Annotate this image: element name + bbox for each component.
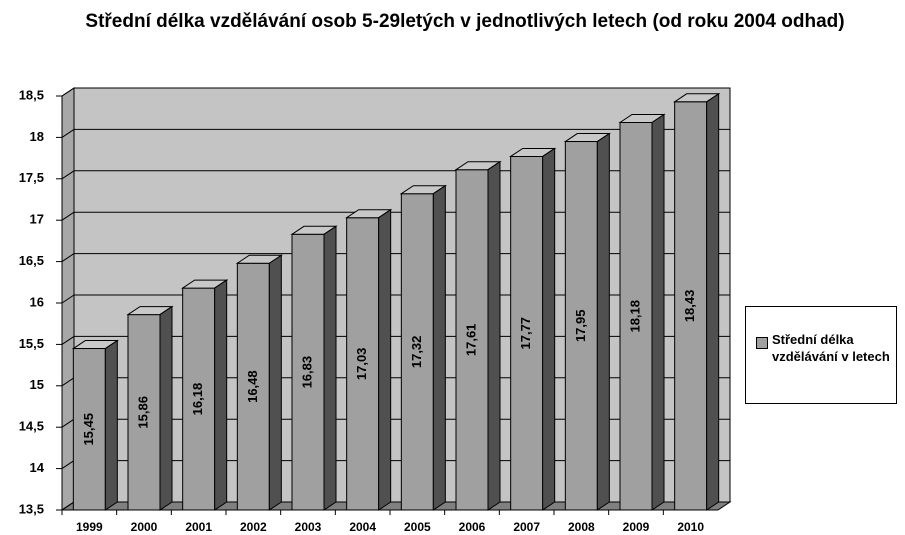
value-label: 17,32 [409,336,424,369]
x-tick-label: 2006 [459,520,486,534]
y-tick-label: 17,5 [19,170,44,185]
y-tick-label: 14 [30,460,45,475]
grid-line [61,460,75,470]
grid-line [61,335,75,345]
bar-side [214,279,228,511]
x-tick-label: 1999 [76,520,103,534]
y-tick-label: 15 [30,377,44,392]
x-tick-label: 2000 [131,520,158,534]
grid-line [61,418,75,428]
value-label: 16,83 [299,356,314,389]
value-label: 17,61 [463,324,478,357]
value-label: 17,77 [518,317,533,350]
bar [236,262,270,511]
value-label: 15,86 [135,396,150,429]
value-label: 18,18 [627,300,642,333]
x-tick-label: 2010 [677,520,704,534]
grid-line [61,128,75,138]
x-tick-label: 2007 [513,520,540,534]
value-label: 18,43 [682,290,697,323]
y-tick-label: 17 [30,212,44,227]
y-tick-label: 14,5 [19,419,44,434]
y-tick-label: 18,5 [19,87,44,102]
x-tick-label: 2004 [349,520,376,534]
legend: Střední délka vzdělávání v letech [745,306,897,404]
bar [182,287,216,511]
grid-line [61,170,75,180]
grid-line [61,253,75,263]
chart-title: Střední délka vzdělávání osob 5-29letých… [85,11,845,32]
x-tick-label: 2008 [568,520,595,534]
x-tick-label: 2009 [623,520,650,534]
y-tick-label: 15,5 [19,336,44,351]
bar [291,233,325,511]
bar-side [378,208,392,511]
bar-side [542,147,556,511]
legend-label: Střední délka vzdělávání v letech [772,332,890,364]
bar-side [596,132,610,511]
bar [674,101,708,511]
bar-side [706,92,720,511]
y-tick-label: 13,5 [19,501,44,516]
value-label: 17,03 [354,348,369,381]
bar-side [104,339,118,511]
x-tick-label: 2003 [295,520,322,534]
value-label: 16,18 [190,383,205,416]
y-tick-label: 18 [30,129,44,144]
x-tick-label: 2002 [240,520,267,534]
x-tick-label: 2001 [185,520,212,534]
value-label: 17,95 [573,309,588,342]
x-tick-label: 2005 [404,520,431,534]
grid-line [61,294,75,304]
value-label: 15,45 [81,413,96,446]
y-tick-label: 16 [30,294,44,309]
bar-side [651,113,665,511]
grid-line [61,377,75,387]
bar [127,314,161,511]
bar [510,155,544,511]
legend-swatch [756,337,768,349]
bar-side [323,225,337,511]
grid-line [61,211,75,221]
bar-side [432,184,446,511]
grid-line [61,87,75,97]
bar [619,121,653,511]
bar-side [159,305,173,511]
y-tick-label: 16,5 [19,253,44,268]
bar-side [487,160,501,511]
grid-line [61,501,75,511]
bar-side [268,254,282,511]
value-label: 16,48 [245,370,260,403]
bar [455,169,489,511]
